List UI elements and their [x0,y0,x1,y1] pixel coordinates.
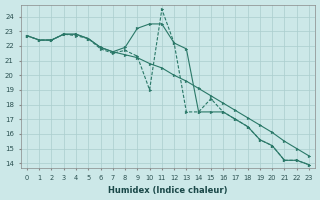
X-axis label: Humidex (Indice chaleur): Humidex (Indice chaleur) [108,186,228,195]
